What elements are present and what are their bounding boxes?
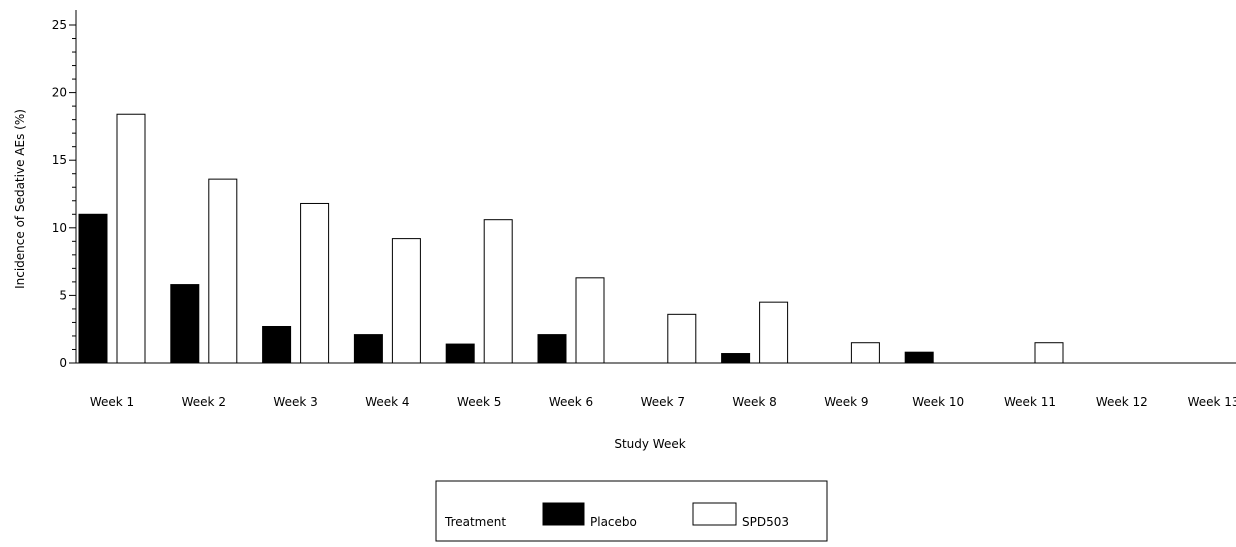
x-tick-label: Week 5 [457,395,501,409]
bar-placebo-week-3 [262,325,292,364]
bar-spd503-week-2 [208,178,238,364]
y-tick-label: 0 [59,356,67,370]
y-tick-label: 10 [52,221,67,235]
y-tick-label: 25 [52,18,67,32]
bar-placebo-week-5 [445,343,475,364]
x-tick-label: Week 4 [365,395,409,409]
bar-placebo-week-6 [537,334,567,364]
x-tick-label: Week 2 [182,395,226,409]
bar-placebo-week-10 [904,351,934,364]
legend-label-placebo: Placebo [590,515,637,529]
plot-area [78,113,1064,364]
x-tick-label: Week 11 [1004,395,1056,409]
bar-spd503-week-3 [300,202,330,364]
x-tick-label: Week 3 [273,395,317,409]
bar-spd503-week-11 [1034,342,1064,364]
legend-title: Treatment [444,515,506,529]
x-tick-label: Week 1 [90,395,134,409]
x-tick-label: Week 9 [824,395,868,409]
x-tick-label: Week 13 [1188,395,1236,409]
bar-spd503-week-6 [575,277,605,364]
bar-spd503-week-1 [116,113,146,364]
x-tick-label: Week 10 [912,395,964,409]
y-tick-label: 5 [59,288,67,302]
y-axis: 0 5 10 15 20 25 [52,10,77,370]
bar-spd503-week-5 [483,219,513,364]
bar-spd503-week-9 [850,342,880,364]
x-tick-label: Week 12 [1096,395,1148,409]
x-tick-label: Week 6 [549,395,593,409]
legend: Treatment Placebo SPD503 [435,480,828,542]
legend-label-spd503: SPD503 [742,515,789,529]
bar-placebo-week-1 [78,213,108,364]
bar-placebo-week-8 [721,353,751,364]
bar-spd503-week-7 [667,313,697,364]
y-axis-title: Incidence of Sedative AEs (%) [13,109,27,289]
y-tick-label: 20 [52,86,67,100]
bar-spd503-week-8 [759,301,789,364]
x-axis: Week 1 Week 2 Week 3 Week 4 Week 5 Week 6 Week… [76,362,1236,409]
legend-box [435,480,828,542]
legend-swatch-placebo [542,502,585,526]
x-tick-label: Week 8 [732,395,776,409]
bar-placebo-week-4 [353,334,383,364]
y-tick-label: 15 [52,153,67,167]
bar-spd503-week-4 [391,238,421,364]
bar-placebo-week-2 [170,284,200,364]
x-tick-label: Week 7 [641,395,685,409]
legend-swatch-spd503 [692,502,737,526]
x-axis-title: Study Week [614,437,685,451]
